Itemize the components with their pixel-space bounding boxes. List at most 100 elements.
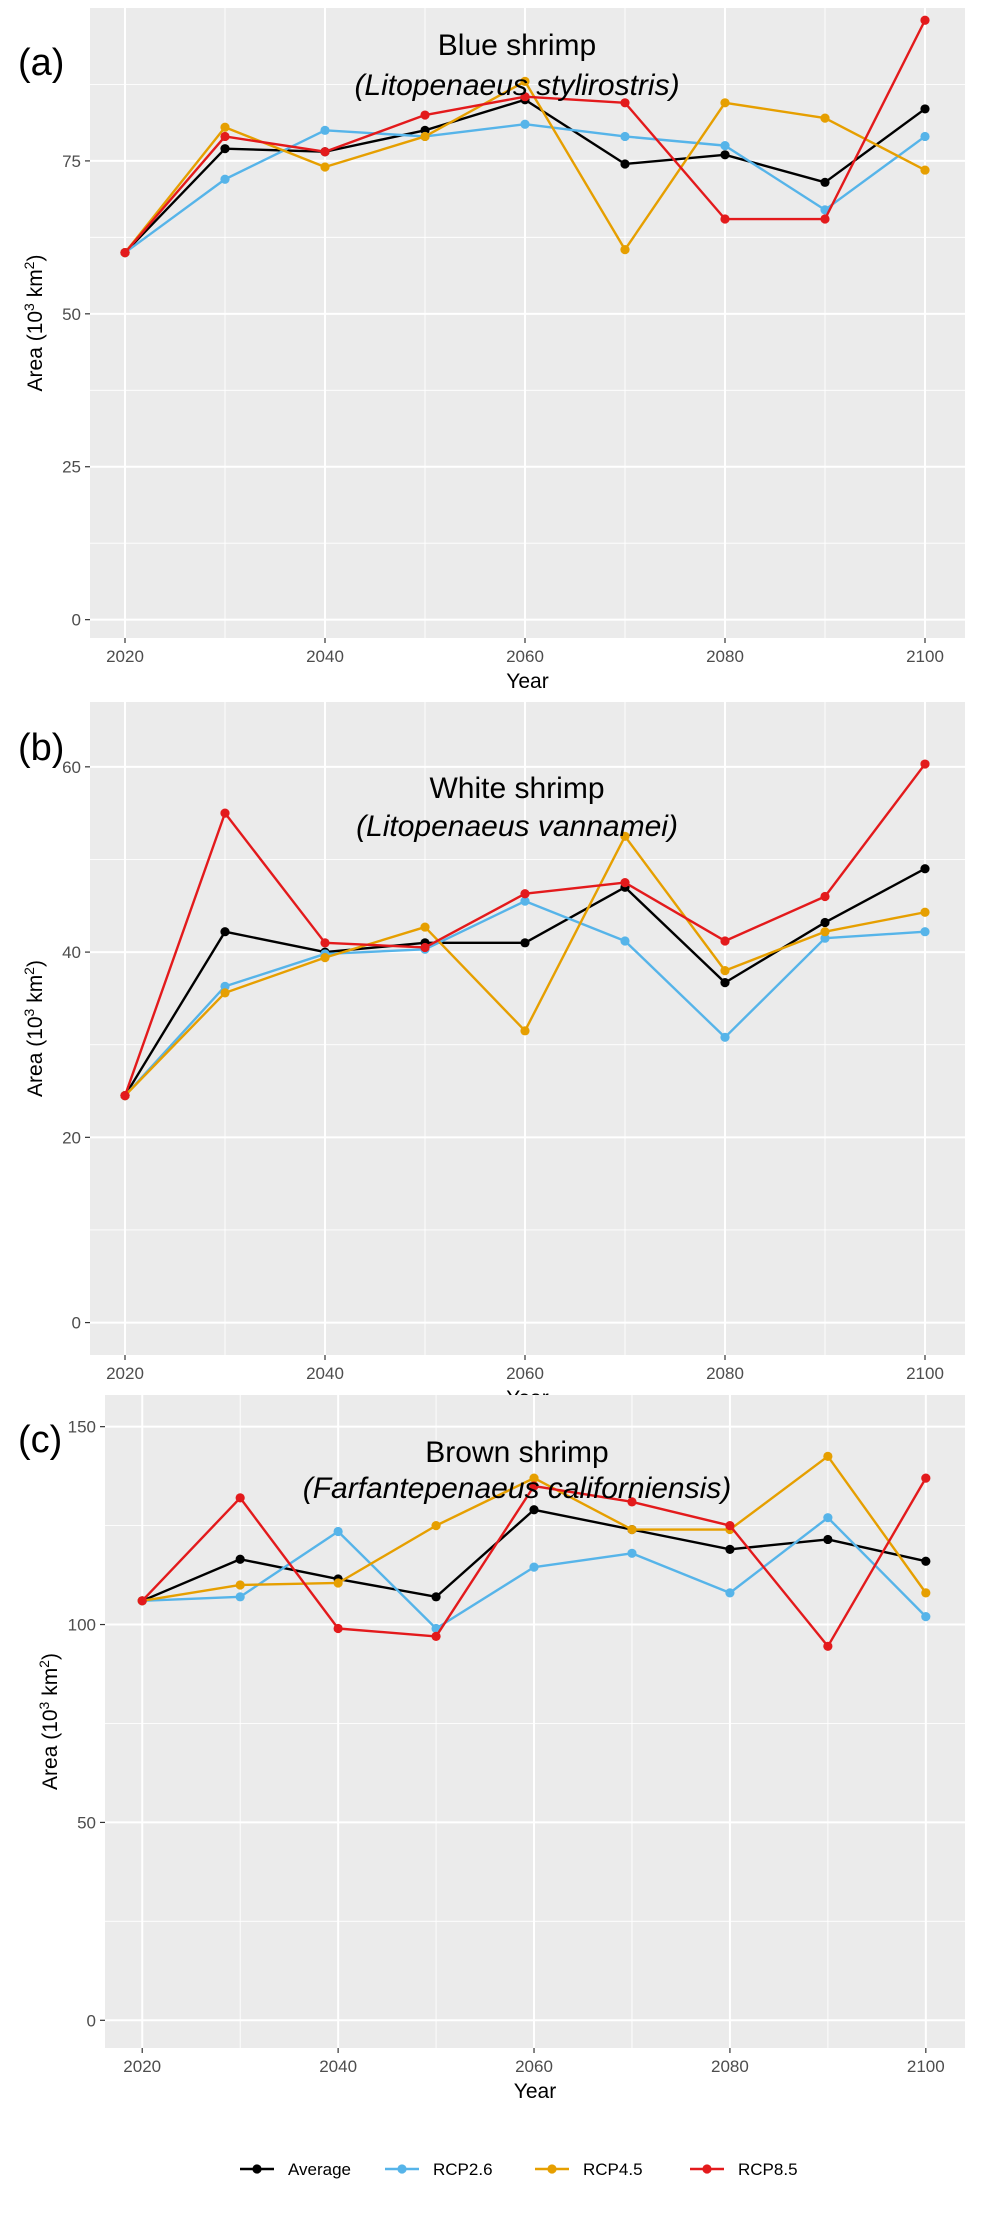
y-axis-label: Area (103 km2)	[21, 960, 47, 1097]
y-tick-label: 50	[77, 1813, 96, 1832]
chart-panel-1: 2020 2040 2060 2080 2100 0 25 50 75 (a) Blue shrim…	[18, 8, 965, 693]
y-tick-label: 0	[72, 1314, 81, 1333]
legend-label: RCP8.5	[738, 2160, 798, 2179]
data-point-rcp45	[420, 131, 430, 142]
data-point-rcp85	[620, 878, 630, 888]
data-point-average	[720, 978, 730, 988]
x-tick-label: 2040	[306, 1364, 344, 1383]
data-point-rcp45	[520, 1026, 530, 1036]
legend-key-point	[547, 2164, 557, 2174]
x-tick-label: 2060	[506, 1364, 544, 1383]
data-point-rcp26	[333, 1526, 343, 1537]
data-point-average	[529, 1505, 539, 1515]
data-point-rcp85	[920, 759, 930, 769]
chart-subtitle: (Farfantepenaeus californiensis)	[303, 1472, 732, 1505]
chart-subtitle: (Litopenaeus stylirostris)	[354, 69, 679, 102]
data-point-average	[823, 1534, 833, 1545]
data-point-rcp85	[720, 936, 730, 946]
data-point-rcp45	[420, 922, 430, 932]
data-point-rcp85	[823, 1641, 833, 1651]
chart-title: White shrimp	[429, 772, 604, 805]
data-point-rcp26	[720, 141, 730, 151]
data-point-average	[220, 927, 230, 937]
legend-key-point	[397, 2164, 407, 2174]
data-point-average	[921, 1556, 931, 1566]
plot-background	[90, 8, 965, 638]
y-tick-label: 0	[87, 2011, 96, 2030]
legend-item-rcp85: RCP8.5	[690, 2160, 798, 2179]
data-point-rcp45	[920, 907, 930, 917]
data-point-rcp26	[920, 927, 930, 937]
x-tick-label: 2020	[106, 647, 144, 666]
data-point-average	[725, 1544, 735, 1554]
data-point-rcp45	[235, 1580, 245, 1590]
data-point-rcp85	[235, 1493, 245, 1503]
data-point-rcp85	[431, 1631, 441, 1642]
data-point-average	[920, 104, 930, 114]
panel-label: (b)	[18, 727, 64, 769]
x-tick-label: 2060	[506, 647, 544, 666]
data-point-rcp85	[720, 214, 730, 224]
data-point-rcp26	[627, 1548, 637, 1558]
data-point-rcp45	[220, 122, 230, 132]
legend-key-point	[252, 2164, 262, 2174]
legend-item-rcp26: RCP2.6	[385, 2160, 493, 2179]
legend-label: RCP4.5	[583, 2160, 643, 2179]
data-point-rcp85	[320, 938, 330, 948]
data-point-rcp26	[820, 933, 830, 943]
data-point-rcp85	[820, 891, 830, 902]
data-point-rcp45	[920, 165, 930, 175]
chart-title: Blue shrimp	[438, 29, 596, 62]
data-point-average	[235, 1554, 245, 1564]
legend: Average RCP2.6 RCP4.5 RCP8.5	[240, 2160, 798, 2179]
x-axis-label: Year	[514, 2080, 556, 2103]
x-tick-label: 2040	[306, 647, 344, 666]
data-point-average	[431, 1592, 441, 1602]
data-point-rcp85	[920, 15, 930, 25]
x-axis-label: Year	[506, 670, 548, 693]
x-tick-label: 2080	[706, 647, 744, 666]
data-point-average	[220, 144, 230, 154]
data-point-rcp85	[627, 1497, 637, 1507]
data-point-rcp85	[320, 147, 330, 157]
data-point-rcp85	[620, 98, 630, 108]
data-point-rcp26	[920, 131, 930, 142]
data-point-rcp26	[720, 1032, 730, 1042]
data-point-rcp85	[120, 248, 130, 258]
legend-label: RCP2.6	[433, 2160, 493, 2179]
data-point-rcp26	[620, 936, 630, 946]
x-tick-label: 2020	[106, 1364, 144, 1383]
data-point-rcp45	[627, 1524, 637, 1535]
data-point-rcp45	[720, 966, 730, 976]
x-tick-label: 2080	[706, 1364, 744, 1383]
data-point-rcp85	[921, 1473, 931, 1483]
data-point-rcp45	[820, 113, 830, 123]
x-tick-label: 2100	[907, 2057, 945, 2076]
data-point-rcp85	[333, 1623, 343, 1634]
y-tick-label: 50	[62, 305, 81, 324]
data-point-average	[720, 150, 730, 160]
chart-panel-3: 2020 2040 2060 2080 2100 0 50 100 150 (c) Brown sh…	[18, 1395, 965, 2103]
y-tick-label: 25	[62, 458, 81, 477]
x-tick-label: 2080	[711, 2057, 749, 2076]
data-point-average	[820, 917, 830, 928]
data-point-rcp85	[420, 110, 430, 120]
data-point-rcp26	[235, 1592, 245, 1602]
y-axis-label: Area (103 km2)	[36, 1653, 62, 1790]
data-point-average	[620, 159, 630, 169]
data-point-rcp26	[520, 119, 530, 129]
data-point-rcp85	[420, 942, 430, 953]
data-point-rcp45	[620, 831, 630, 841]
data-point-rcp45	[823, 1451, 833, 1461]
legend-item-average: Average	[240, 2160, 351, 2179]
legend-label: Average	[288, 2160, 351, 2179]
data-point-rcp45	[529, 1473, 539, 1483]
data-point-rcp45	[720, 98, 730, 108]
data-point-rcp26	[320, 125, 330, 135]
legend-key-point	[702, 2164, 712, 2174]
y-axis-label: Area (103 km2)	[21, 255, 47, 392]
y-tick-label: 100	[68, 1616, 96, 1635]
y-tick-label: 150	[68, 1418, 96, 1437]
data-point-rcp85	[820, 214, 830, 224]
